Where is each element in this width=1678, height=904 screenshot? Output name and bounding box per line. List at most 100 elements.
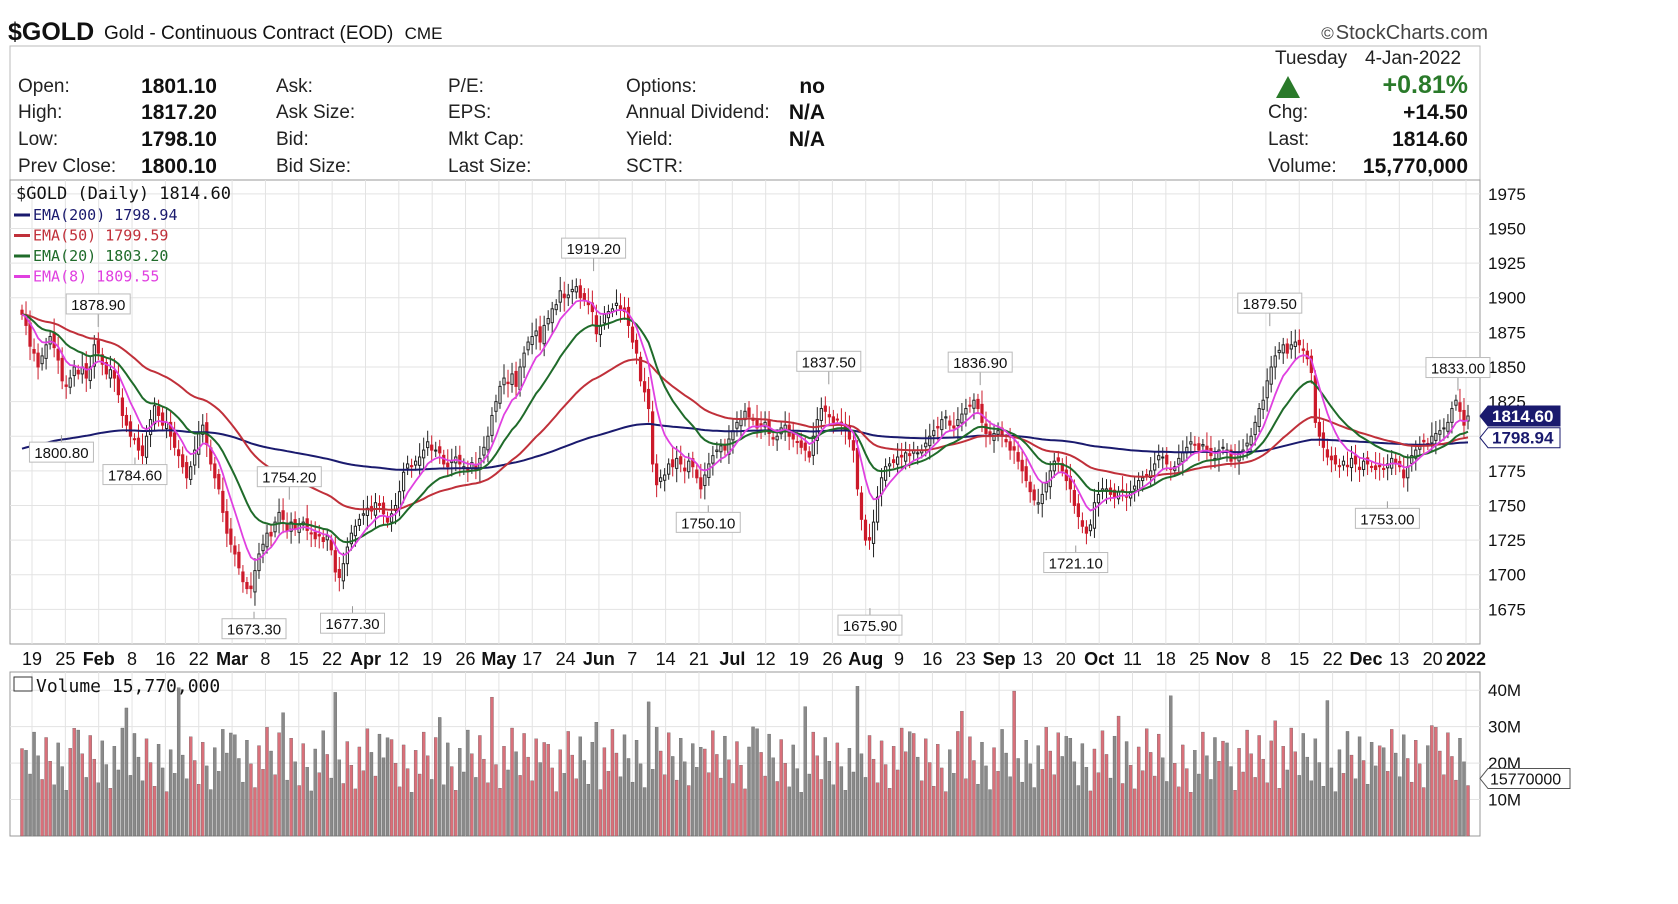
candle-body	[526, 341, 530, 351]
volume-bar	[968, 736, 972, 837]
quote-label: Options:	[626, 76, 697, 97]
candle-body	[1345, 464, 1350, 468]
volume-bar	[759, 752, 763, 837]
candle-body	[699, 477, 703, 490]
volume-bar	[875, 782, 880, 837]
volume-bar	[948, 749, 952, 837]
volume-bar	[80, 753, 84, 837]
candle-body	[936, 426, 940, 429]
candle-body	[112, 370, 117, 379]
annotation-box	[65, 293, 131, 315]
volume-bar	[1153, 775, 1157, 837]
volume-bar	[1233, 790, 1237, 837]
volume-bar	[908, 731, 912, 837]
candle-body	[1249, 435, 1253, 446]
candle-body	[578, 285, 582, 299]
candle-body	[775, 435, 779, 441]
volume-bar	[313, 748, 317, 837]
volume-bar	[92, 758, 96, 837]
candle-body	[634, 339, 639, 354]
candle-body	[1361, 460, 1366, 470]
annotation-label: 1879.50	[1243, 296, 1297, 313]
volume-bar	[992, 747, 996, 837]
candle-body	[72, 366, 76, 377]
candle-body	[257, 553, 261, 572]
volume-bar	[172, 773, 177, 837]
volume-bar	[1241, 771, 1245, 837]
candle-body	[719, 445, 723, 453]
candle-body	[835, 418, 840, 421]
y-tick-label: 1750	[1488, 496, 1526, 515]
candle-body	[168, 421, 173, 437]
candle-body	[1040, 493, 1044, 505]
volume-bar	[325, 754, 329, 837]
volume-bar	[1128, 765, 1133, 837]
candle-body	[213, 463, 217, 479]
x-tick-label: 16	[155, 649, 175, 669]
candle-body	[345, 546, 349, 565]
volume-bar	[116, 769, 121, 837]
candle-body	[659, 477, 663, 482]
candle-body	[715, 449, 719, 452]
candle-body	[896, 456, 900, 465]
x-tick-label: Apr	[350, 649, 381, 669]
candle-body	[771, 437, 775, 440]
y-tick-label: 1950	[1488, 219, 1526, 238]
candle-body	[1088, 524, 1093, 532]
candle-body	[1092, 502, 1097, 529]
volume-bar	[767, 733, 771, 837]
candle-body	[245, 582, 249, 590]
candle-body	[972, 399, 976, 409]
x-tick-label: Sep	[983, 649, 1016, 669]
volume-bar	[566, 731, 570, 837]
volume-bar	[401, 744, 406, 837]
candle-body	[727, 438, 731, 455]
volume-bar	[1132, 788, 1137, 837]
candle-body	[855, 447, 860, 490]
volume-bar	[421, 731, 426, 837]
candle-body	[140, 445, 145, 457]
volume-bar	[100, 740, 105, 837]
volume-bar	[1104, 754, 1109, 837]
brand-logo[interactable]: © StockCharts.com	[1321, 22, 1488, 45]
volume-bar	[1369, 742, 1374, 837]
candle-body	[960, 413, 964, 424]
candle-body	[221, 490, 225, 513]
volume-bar	[490, 696, 494, 837]
candle-body	[1269, 366, 1273, 385]
volume-bar	[1193, 750, 1197, 837]
volume-bar	[920, 780, 924, 837]
candle-body	[739, 419, 743, 427]
candle-body	[679, 456, 683, 465]
volume-bar	[1084, 767, 1089, 837]
last-price-tag: 1814.60	[1492, 407, 1553, 426]
volume-last-box	[1479, 768, 1571, 790]
candle-body	[1369, 465, 1374, 468]
volume-bar	[859, 753, 864, 837]
x-tick-label: 20	[1423, 649, 1443, 669]
candle-body	[233, 545, 237, 555]
candle-body	[409, 465, 414, 468]
volume-bar	[1269, 740, 1273, 837]
volume-bar	[1124, 741, 1129, 837]
volume-bar	[1116, 715, 1121, 837]
y-tick-label: 1875	[1488, 323, 1526, 342]
annotation-box	[796, 350, 862, 372]
volume-bar	[293, 761, 297, 837]
volume-bar	[144, 738, 149, 837]
volume-bar	[1140, 770, 1145, 837]
volume-bar	[1442, 774, 1446, 837]
candle-body	[273, 521, 277, 533]
candle-body	[498, 385, 502, 404]
legend-entry: EMA(20) 1803.20	[33, 247, 168, 265]
volume-bar	[269, 750, 273, 837]
candle-body	[803, 442, 807, 451]
candle-body	[663, 474, 667, 481]
candle-body	[1357, 466, 1362, 470]
candle-body	[261, 543, 265, 552]
candle-body	[795, 441, 799, 444]
candle-body	[333, 550, 337, 573]
volume-bar	[699, 747, 703, 837]
quote-label: Ask Size:	[276, 102, 356, 123]
